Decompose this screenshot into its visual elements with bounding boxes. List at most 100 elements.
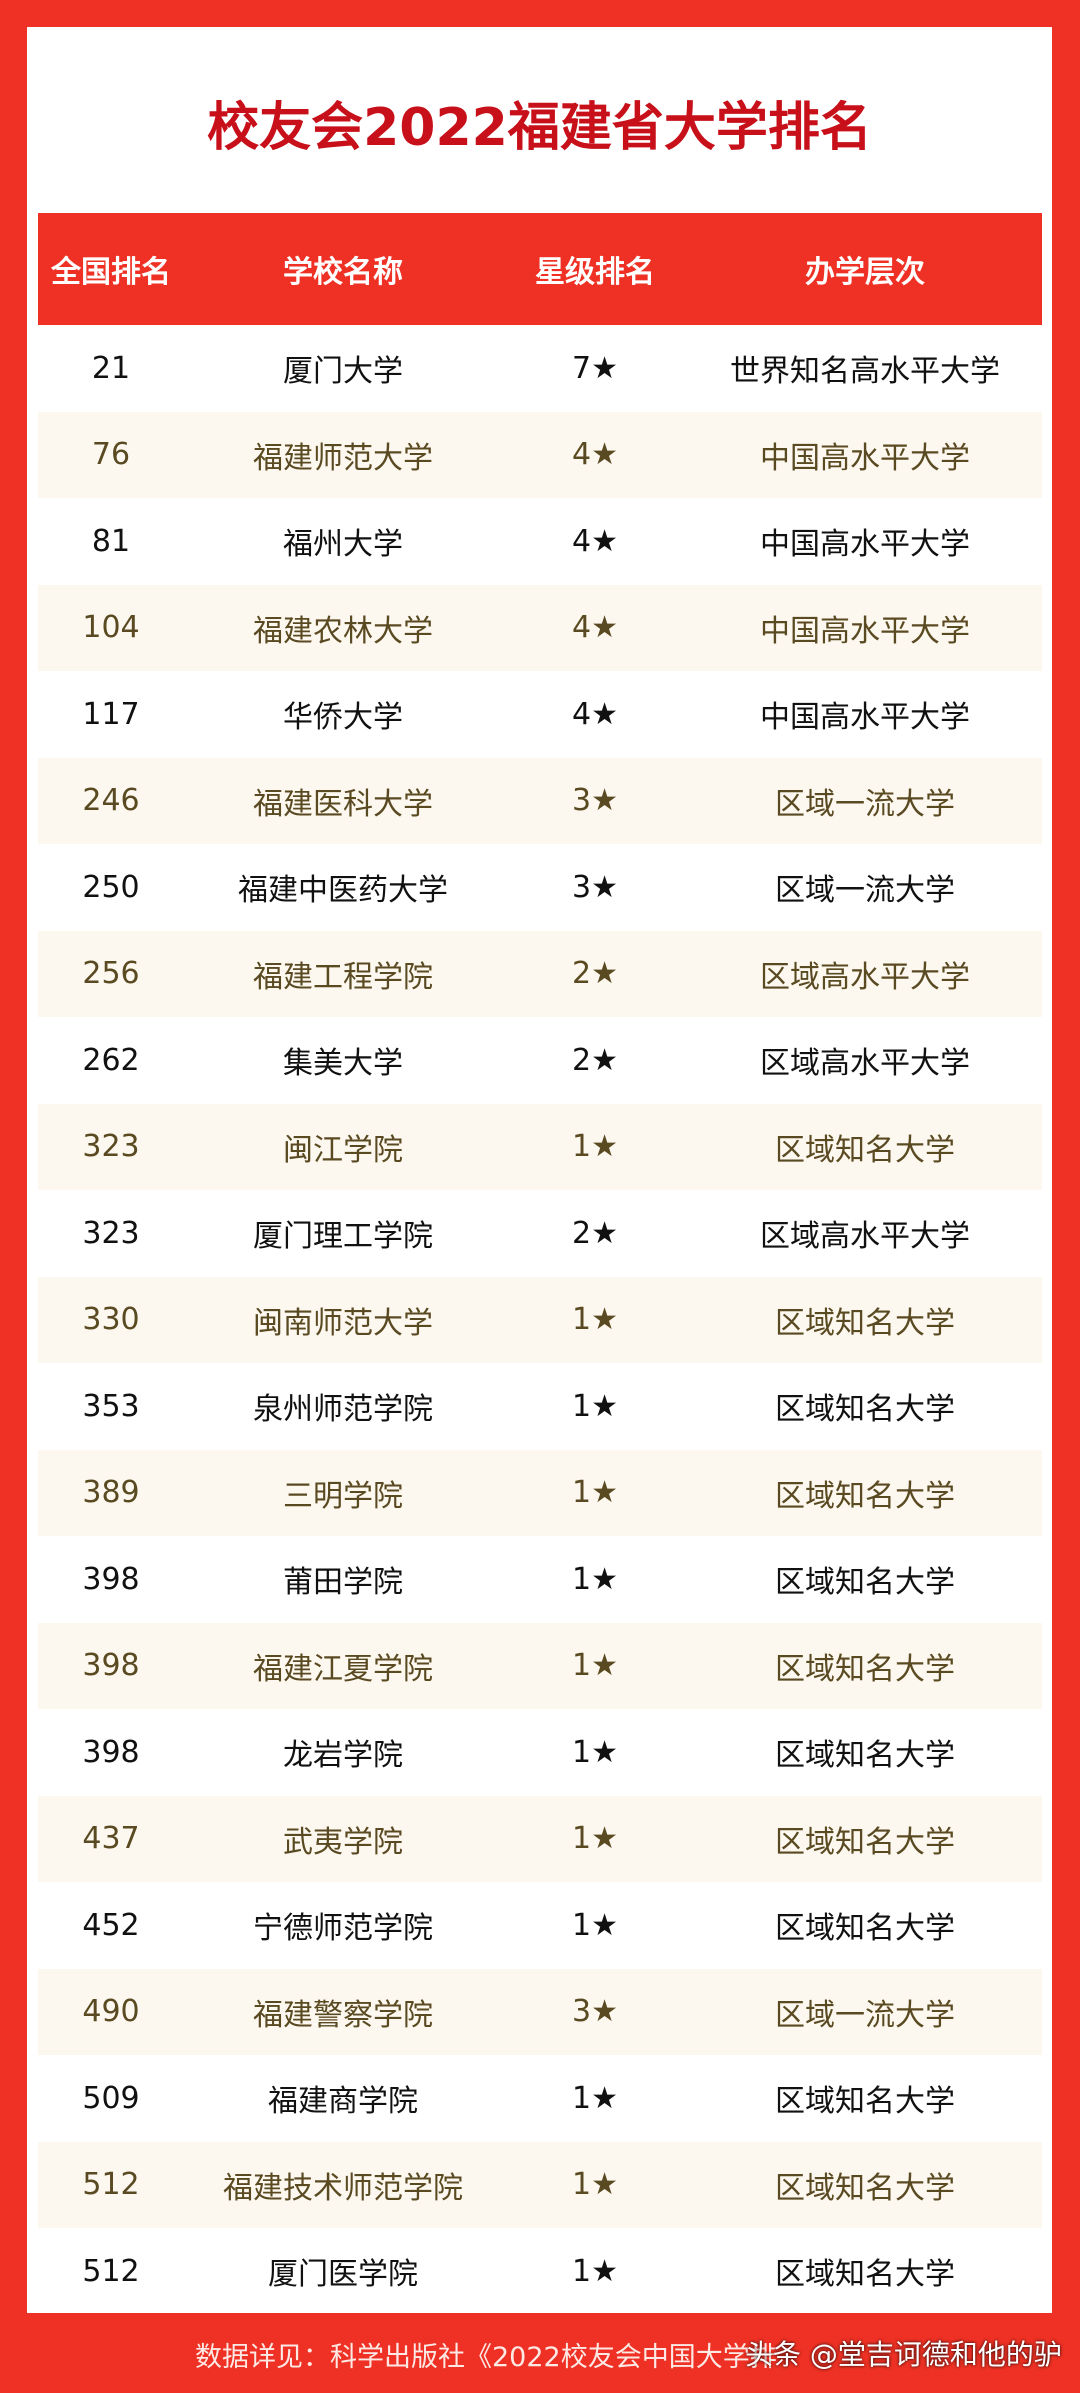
table-row: 353 泉州师范学院 1★ 区域知名大学: [38, 1363, 1042, 1450]
school-cell: 莆田学院: [283, 1565, 403, 1601]
level-cell: 区域知名大学: [688, 1449, 1042, 1536]
star-cell: 1★: [502, 1276, 688, 1363]
level-cell: 区域一流大学: [775, 873, 955, 909]
rank-cell: 398: [82, 1561, 140, 1597]
level-cell: 区域一流大学: [688, 757, 1042, 844]
watermark: 头条 @堂吉诃德和他的驴: [745, 2338, 1062, 2371]
star-cell: 3★: [502, 757, 688, 844]
panel: 校友会2022福建省大学排名 全国排名 学校名称 星级排名 办学层次 21 厦门大学 7★…: [27, 27, 1052, 2313]
footer: 数据详见：科学出版社《2022校友会中国大学排 头条 @堂吉诃德和他的驴: [0, 2313, 1080, 2393]
school-cell: 宁德师范学院: [253, 1911, 433, 1947]
level-cell: 区域知名大学: [775, 1911, 955, 1947]
star-cell: 1★: [572, 1561, 618, 1597]
school-cell: 集美大学: [283, 1046, 403, 1082]
school-cell: 福建江夏学院: [184, 1622, 502, 1709]
rank-cell: 509: [82, 2080, 140, 2116]
rank-cell: 398: [38, 1622, 184, 1709]
school-cell: 福建医科大学: [184, 757, 502, 844]
rank-cell: 323: [38, 1103, 184, 1190]
rank-cell: 512: [38, 2141, 184, 2228]
table-row: 323 厦门理工学院 2★ 区域高水平大学: [38, 1190, 1042, 1277]
level-cell: 区域高水平大学: [760, 1046, 970, 1082]
rank-cell: 256: [38, 930, 184, 1017]
level-cell: 区域知名大学: [775, 2084, 955, 2120]
table-row: 398 龙岩学院 1★ 区域知名大学: [38, 1709, 1042, 1796]
table-body: 21 厦门大学 7★ 世界知名高水平大学 76 福建师范大学 4★ 中国高水平大学 81 福州大学…: [38, 325, 1042, 2315]
column-header: 全国排名: [38, 213, 184, 325]
star-cell: 4★: [502, 411, 688, 498]
level-cell: 区域高水平大学: [760, 1219, 970, 1255]
star-cell: 4★: [572, 523, 618, 559]
level-cell: 区域知名大学: [775, 1392, 955, 1428]
school-cell: 福建农林大学: [184, 584, 502, 671]
rank-cell: 262: [82, 1042, 140, 1078]
star-cell: 1★: [572, 1388, 618, 1424]
school-cell: 华侨大学: [283, 700, 403, 736]
table-row: 509 福建商学院 1★ 区域知名大学: [38, 2055, 1042, 2142]
rank-cell: 21: [91, 350, 131, 386]
ranking-table: 全国排名 学校名称 星级排名 办学层次 21 厦门大学 7★ 世界知名高水平大学 76 福建师范…: [38, 213, 1042, 2315]
table-row: 256 福建工程学院 2★ 区域高水平大学: [38, 930, 1042, 1017]
table-row: 330 闽南师范大学 1★ 区域知名大学: [38, 1276, 1042, 1363]
level-cell: 区域知名大学: [775, 1738, 955, 1774]
level-cell: 区域一流大学: [688, 1968, 1042, 2055]
rank-cell: 452: [82, 1907, 140, 1943]
table-row: 21 厦门大学 7★ 世界知名高水平大学: [38, 325, 1042, 412]
level-cell: 中国高水平大学: [688, 584, 1042, 671]
star-cell: 7★: [572, 350, 618, 386]
rank-cell: 246: [38, 757, 184, 844]
star-cell: 1★: [502, 1795, 688, 1882]
table-row: 398 莆田学院 1★ 区域知名大学: [38, 1536, 1042, 1623]
star-cell: 4★: [502, 584, 688, 671]
table-row: 81 福州大学 4★ 中国高水平大学: [38, 498, 1042, 585]
star-cell: 1★: [572, 2253, 618, 2289]
rank-cell: 512: [82, 2253, 140, 2289]
school-cell: 厦门医学院: [268, 2257, 418, 2293]
rank-cell: 81: [91, 523, 131, 559]
table-row: 76 福建师范大学 4★ 中国高水平大学: [38, 411, 1042, 498]
column-header: 星级排名: [502, 213, 688, 325]
table-row: 512 厦门医学院 1★ 区域知名大学: [38, 2228, 1042, 2315]
rank-cell: 330: [38, 1276, 184, 1363]
table-row: 250 福建中医药大学 3★ 区域一流大学: [38, 844, 1042, 931]
school-cell: 龙岩学院: [283, 1738, 403, 1774]
star-cell: 1★: [572, 2080, 618, 2116]
rank-cell: 117: [82, 696, 140, 732]
rank-cell: 389: [38, 1449, 184, 1536]
table-row: 398 福建江夏学院 1★ 区域知名大学: [38, 1622, 1042, 1709]
level-cell: 区域知名大学: [688, 1103, 1042, 1190]
star-cell: 1★: [502, 2141, 688, 2228]
table-row: 389 三明学院 1★ 区域知名大学: [38, 1449, 1042, 1536]
star-cell: 2★: [502, 930, 688, 1017]
level-cell: 区域知名大学: [688, 1622, 1042, 1709]
level-cell: 区域知名大学: [775, 1565, 955, 1601]
star-cell: 1★: [502, 1622, 688, 1709]
table-row: 490 福建警察学院 3★ 区域一流大学: [38, 1968, 1042, 2055]
star-cell: 1★: [502, 1449, 688, 1536]
level-cell: 中国高水平大学: [760, 527, 970, 563]
star-cell: 4★: [572, 696, 618, 732]
school-cell: 闽南师范大学: [184, 1276, 502, 1363]
rank-cell: 104: [38, 584, 184, 671]
star-cell: 1★: [572, 1734, 618, 1770]
rank-cell: 437: [38, 1795, 184, 1882]
school-cell: 闽江学院: [184, 1103, 502, 1190]
school-cell: 福建警察学院: [184, 1968, 502, 2055]
school-cell: 泉州师范学院: [253, 1392, 433, 1428]
school-cell: 福州大学: [283, 527, 403, 563]
table-row: 117 华侨大学 4★ 中国高水平大学: [38, 671, 1042, 758]
header-row: 全国排名 学校名称 星级排名 办学层次: [38, 213, 1042, 325]
school-cell: 福建技术师范学院: [184, 2141, 502, 2228]
level-cell: 区域知名大学: [688, 1276, 1042, 1363]
title: 校友会2022福建省大学排名: [207, 98, 872, 158]
level-cell: 中国高水平大学: [760, 700, 970, 736]
star-cell: 2★: [572, 1215, 618, 1251]
rank-cell: 76: [38, 411, 184, 498]
table-row: 246 福建医科大学 3★ 区域一流大学: [38, 757, 1042, 844]
table-row: 262 集美大学 2★ 区域高水平大学: [38, 1017, 1042, 1104]
rank-cell: 353: [82, 1388, 140, 1424]
star-cell: 1★: [572, 1907, 618, 1943]
star-cell: 1★: [502, 1103, 688, 1190]
school-cell: 厦门理工学院: [253, 1219, 433, 1255]
